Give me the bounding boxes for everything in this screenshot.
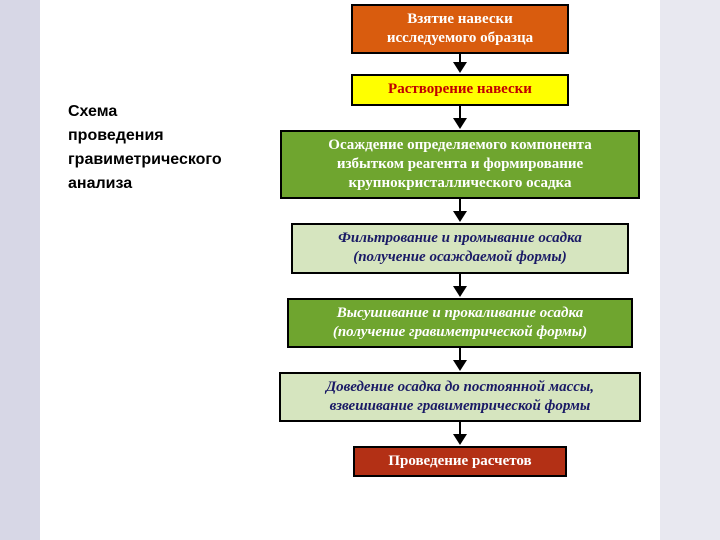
flow-step: Проведение расчетов xyxy=(353,446,567,477)
title-line: гравиметрического xyxy=(68,148,228,172)
bg-stripe-left xyxy=(0,0,40,540)
flow-step-line: взвешивание гравиметрической формы xyxy=(291,397,629,416)
flow-step-line: Высушивание и прокаливание осадка xyxy=(299,304,621,323)
flow-step-line: Осаждение определяемого компонента xyxy=(292,136,628,155)
flow-step: Высушивание и прокаливание осадка(получе… xyxy=(287,298,633,348)
title-line: анализа xyxy=(68,172,228,196)
title-line: Схема xyxy=(68,100,228,124)
flow-step: Осаждение определяемого компонентаизбытк… xyxy=(280,130,640,200)
flow-step-line: (получение гравиметрической формы) xyxy=(299,323,621,342)
flow-step-line: Фильтрование и промывание осадка xyxy=(303,229,617,248)
flow-step: Доведение осадка до постоянной массы,взв… xyxy=(279,372,641,422)
flow-step: Фильтрование и промывание осадка(получен… xyxy=(291,223,629,273)
flow-step-line: Проведение расчетов xyxy=(365,452,555,471)
flow-step: Растворение навески xyxy=(351,74,569,105)
flow-step-line: крупнокристаллического осадка xyxy=(292,174,628,193)
flow-step-line: Доведение осадка до постоянной массы, xyxy=(291,378,629,397)
diagram-title: Схема проведения гравиметрического анали… xyxy=(68,100,228,196)
title-line: проведения xyxy=(68,124,228,148)
flow-step-line: (получение осаждаемой формы) xyxy=(303,248,617,267)
flow-step-line: исследуемого образца xyxy=(363,29,557,48)
flowchart: Взятие навескиисследуемого образца Раство… xyxy=(240,4,680,477)
flow-step-line: Взятие навески xyxy=(363,10,557,29)
flow-step-line: избытком реагента и формирование xyxy=(292,155,628,174)
flow-step-line: Растворение навески xyxy=(363,80,557,99)
flow-step: Взятие навескиисследуемого образца xyxy=(351,4,569,54)
